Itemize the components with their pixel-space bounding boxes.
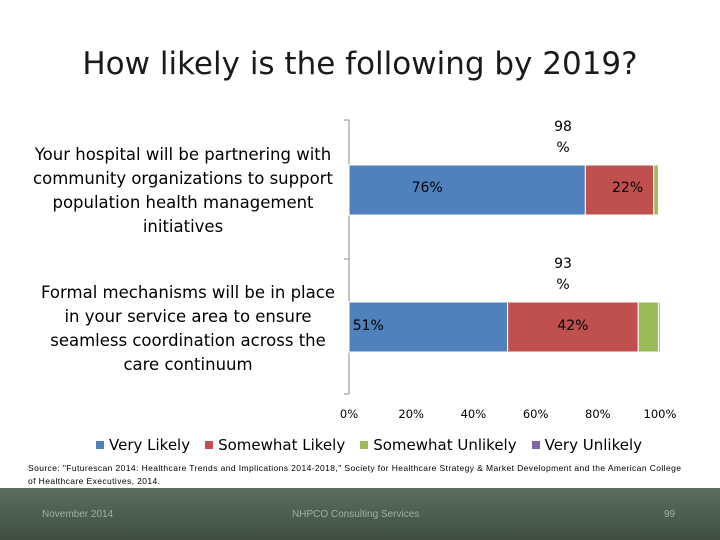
data-label-very-likely-1: 76% (412, 180, 443, 196)
legend-label-somewhat-unlikely: Somewhat Unlikely (373, 436, 517, 454)
legend-label-somewhat-likely: Somewhat Likely (218, 436, 346, 454)
x-tick-label-40: 40% (461, 407, 487, 421)
bar-somewhat-unlikely-2 (637, 301, 659, 353)
data-label-very-likely-2: 51% (353, 318, 384, 334)
stacked-bar-chart: 0% 20% 40% 60% 80% 100% 76% 22% 98% 51% 42% 93% (340, 119, 677, 421)
legend-swatch-very-unlikely (531, 441, 540, 449)
footer-organization: NHPCO Consulting Services (292, 509, 420, 520)
x-tick-label-80: 80% (585, 407, 611, 421)
total-label-1-unit: % (556, 140, 569, 156)
data-label-somewhat-likely-2: 42% (557, 318, 588, 334)
category-label-coordination: Formal mechanisms will be in place in yo… (41, 283, 335, 374)
footer-date: November 2014 (42, 509, 114, 520)
legend-item-somewhat-unlikely: Somewhat Unlikely (360, 436, 517, 454)
total-label-1-value: 98 (554, 119, 572, 135)
total-label-2-unit: % (556, 277, 569, 293)
x-tick-label-100: 100% (644, 407, 677, 421)
data-label-somewhat-likely-1: 22% (612, 180, 643, 196)
footer-bar (0, 488, 720, 540)
x-tick-label-60: 60% (523, 407, 549, 421)
legend-swatch-somewhat-unlikely (360, 441, 369, 449)
bar-somewhat-likely-2 (507, 301, 639, 353)
bar-very-unlikely-2 (657, 301, 661, 353)
bar-somewhat-unlikely-1 (653, 164, 659, 216)
legend-item-very-likely: Very Likely (96, 436, 190, 454)
x-tick-label-0: 0% (340, 407, 358, 421)
bar-very-likely-2 (348, 301, 509, 353)
x-tick-label-20: 20% (398, 407, 424, 421)
legend-label-very-unlikely: Very Unlikely (544, 436, 642, 454)
bar-very-likely-1 (348, 164, 586, 216)
legend-item-very-unlikely: Very Unlikely (531, 436, 642, 454)
legend-item-somewhat-likely: Somewhat Likely (205, 436, 345, 454)
legend-swatch-somewhat-likely (205, 441, 214, 449)
total-label-2-value: 93 (554, 256, 572, 272)
chart-legend: Very Likely Somewhat Likely Somewhat Unl… (96, 436, 657, 454)
legend-label-very-likely: Very Likely (109, 436, 191, 454)
footer-page-number: 99 (664, 509, 676, 520)
bar-somewhat-likely-1 (584, 164, 655, 216)
source-citation: Source: "Futurescan 2014: Healthcare Tre… (28, 463, 682, 486)
slide-title: How likely is the following by 2019? (82, 46, 638, 82)
legend-swatch-very-likely (96, 441, 104, 449)
category-label-partnering: Your hospital will be partnering with co… (33, 145, 333, 236)
